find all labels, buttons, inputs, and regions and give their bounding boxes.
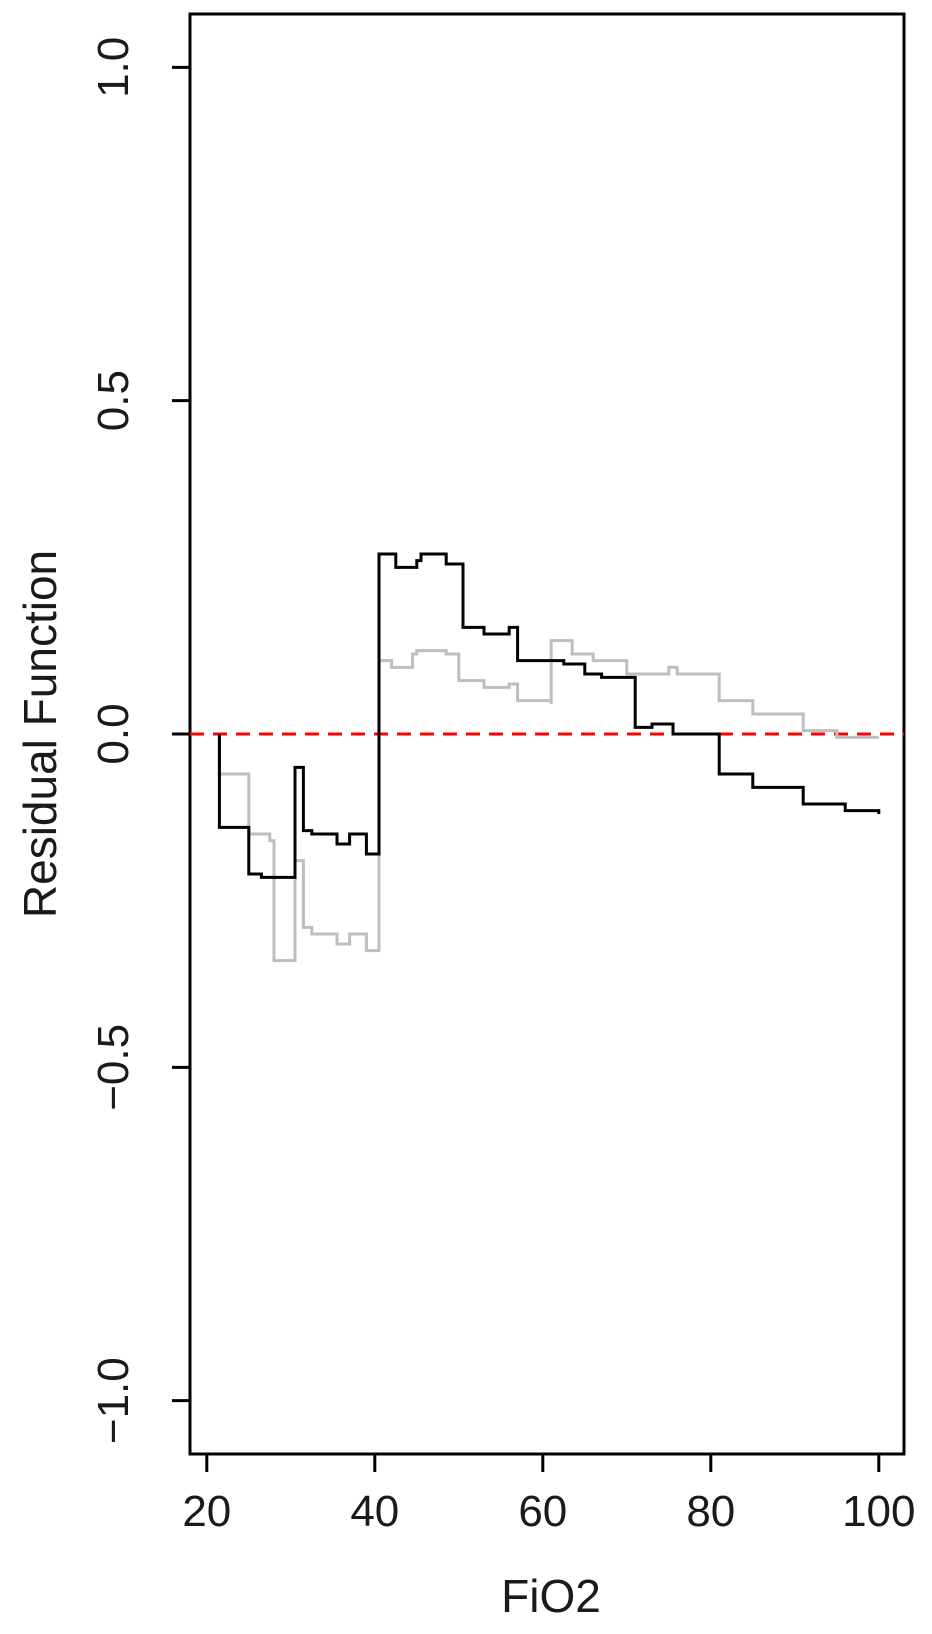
x-axis-title: FiO2 (501, 1570, 601, 1622)
series-line-0 (219, 554, 878, 877)
y-axis: −1.0 −0.5 0.0 0.5 1.0 (89, 37, 190, 1444)
x-axis: 20 40 60 80 100 (182, 1454, 915, 1536)
y-axis-title: Residual Function (14, 550, 66, 918)
x-tick-label: 60 (518, 1487, 567, 1536)
y-tick-label: 0.5 (89, 370, 138, 431)
series-line-1 (219, 641, 878, 961)
y-tick-label: 1.0 (89, 37, 138, 98)
y-tick-label: 0.0 (89, 703, 138, 764)
x-tick-label: 20 (182, 1487, 231, 1536)
x-tick-label: 100 (842, 1487, 915, 1536)
x-tick-label: 80 (686, 1487, 735, 1536)
series-layer (219, 554, 878, 961)
x-tick-label: 40 (350, 1487, 399, 1536)
y-tick-label: −1.0 (89, 1357, 138, 1444)
y-tick-label: −0.5 (89, 1024, 138, 1111)
